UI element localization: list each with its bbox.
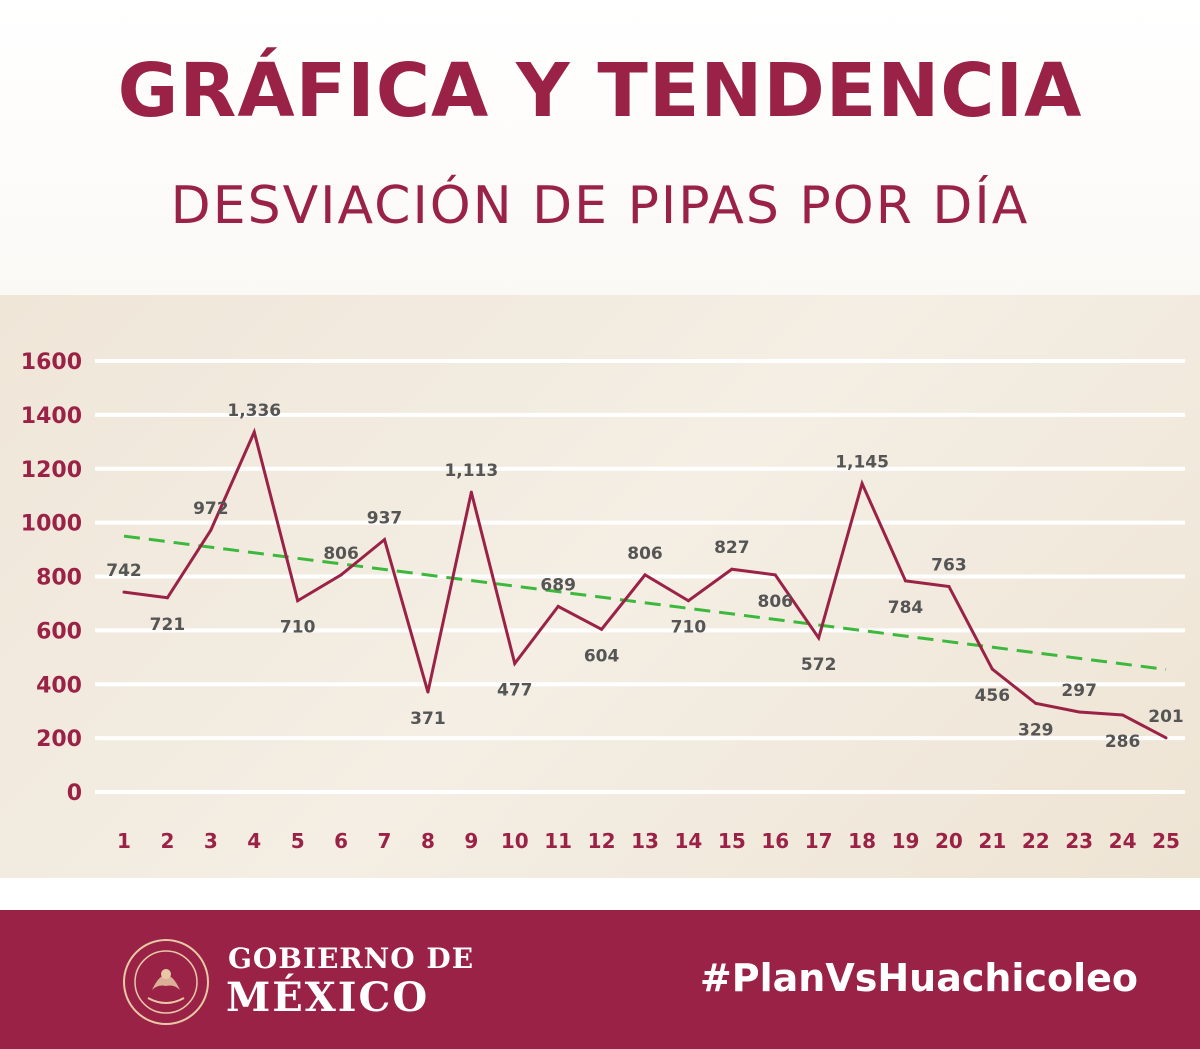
x-tick-label: 14 (674, 829, 702, 853)
data-point (513, 662, 517, 666)
gov-name-line1: GOBIERNO DE (228, 942, 475, 975)
data-label: 742 (106, 561, 142, 581)
chart-panel (0, 295, 1200, 878)
x-tick-label: 18 (848, 829, 876, 853)
y-tick-label: 600 (36, 619, 82, 644)
data-label: 806 (323, 544, 359, 564)
x-tick-label: 15 (718, 829, 746, 853)
x-tick-label: 22 (1022, 829, 1050, 853)
y-tick-label: 1200 (21, 458, 82, 483)
data-point (730, 567, 734, 571)
data-point (686, 599, 690, 603)
data-point (209, 528, 213, 532)
y-tick-label: 200 (36, 727, 82, 752)
data-point (383, 538, 386, 542)
data-label: 937 (367, 509, 403, 529)
data-point (1034, 701, 1038, 705)
data-label: 297 (1061, 681, 1097, 701)
data-point (296, 599, 300, 603)
page-title: GRÁFICA Y TENDENCIA (117, 48, 1083, 134)
gov-name-line2: MÉXICO (226, 974, 430, 1021)
data-point (817, 636, 821, 640)
y-tick-label: 800 (36, 566, 82, 591)
x-tick-label: 16 (761, 829, 789, 853)
data-label: 827 (714, 538, 750, 558)
data-label: 710 (671, 618, 707, 638)
data-point (122, 590, 126, 594)
data-point (426, 690, 430, 694)
data-label: 806 (627, 544, 663, 564)
data-point (165, 596, 169, 600)
data-point (556, 604, 560, 608)
data-point (947, 584, 951, 588)
x-tick-label: 6 (334, 829, 348, 853)
data-label: 1,113 (444, 461, 498, 481)
page-subtitle: DESVIACIÓN DE PIPAS POR DÍA (170, 176, 1030, 236)
data-point (339, 573, 343, 577)
x-tick-label: 17 (805, 829, 833, 853)
data-point (1077, 710, 1081, 714)
x-tick-label: 20 (935, 829, 963, 853)
x-tick-label: 7 (378, 829, 392, 853)
data-label: 371 (410, 709, 446, 729)
data-label: 572 (801, 655, 837, 675)
y-tick-label: 1400 (21, 404, 82, 429)
x-tick-label: 2 (160, 829, 174, 853)
header-area: GRÁFICA Y TENDENCIA DESVIACIÓN DE PIPAS … (0, 0, 1200, 295)
data-label: 710 (280, 618, 316, 638)
y-tick-label: 1000 (21, 512, 82, 537)
data-label: 1,145 (835, 453, 889, 473)
data-label: 286 (1105, 732, 1141, 752)
x-tick-label: 4 (247, 829, 261, 853)
data-label: 201 (1148, 707, 1184, 727)
x-tick-label: 24 (1109, 829, 1137, 853)
x-tick-label: 25 (1152, 829, 1180, 853)
data-point (773, 573, 777, 577)
x-tick-label: 23 (1065, 829, 1093, 853)
footer-bar: GOBIERNO DE MÉXICO #PlanVsHuachicoleo (0, 910, 1200, 1049)
data-point (990, 667, 994, 671)
y-tick-label: 400 (36, 673, 82, 698)
trend-line (123, 534, 1167, 671)
data-label: 477 (497, 681, 533, 701)
x-tick-label: 12 (588, 829, 616, 853)
data-label: 806 (758, 592, 794, 612)
x-tick-label: 9 (464, 829, 478, 853)
data-point (1164, 736, 1168, 740)
y-tick-label: 1600 (21, 350, 82, 375)
y-tick-label: 0 (67, 781, 82, 806)
data-point (469, 490, 473, 494)
separator (0, 878, 1200, 910)
data-label: 1,336 (227, 401, 281, 421)
data-label: 784 (888, 598, 924, 618)
data-label: 721 (150, 615, 186, 635)
data-point (252, 430, 256, 434)
data-point (600, 627, 604, 631)
x-tick-label: 19 (892, 829, 920, 853)
data-point (1121, 713, 1125, 717)
data-label: 972 (193, 499, 229, 519)
data-point (904, 579, 907, 583)
data-point (643, 573, 647, 577)
x-tick-label: 13 (631, 829, 659, 853)
national-seal-icon (123, 939, 209, 1025)
data-label: 689 (540, 575, 576, 595)
x-tick-label: 11 (544, 829, 572, 853)
data-label: 329 (1018, 720, 1054, 740)
data-label: 763 (931, 555, 967, 575)
x-tick-label: 5 (291, 829, 305, 853)
hashtag: #PlanVsHuachicoleo (699, 956, 1138, 1000)
x-tick-label: 10 (501, 829, 529, 853)
x-tick-label: 3 (204, 829, 218, 853)
x-tick-label: 8 (421, 829, 435, 853)
x-tick-label: 21 (978, 829, 1006, 853)
x-tick-label: 1 (117, 829, 131, 853)
data-label: 456 (975, 686, 1011, 706)
data-point (860, 482, 864, 486)
data-label: 604 (584, 646, 620, 666)
